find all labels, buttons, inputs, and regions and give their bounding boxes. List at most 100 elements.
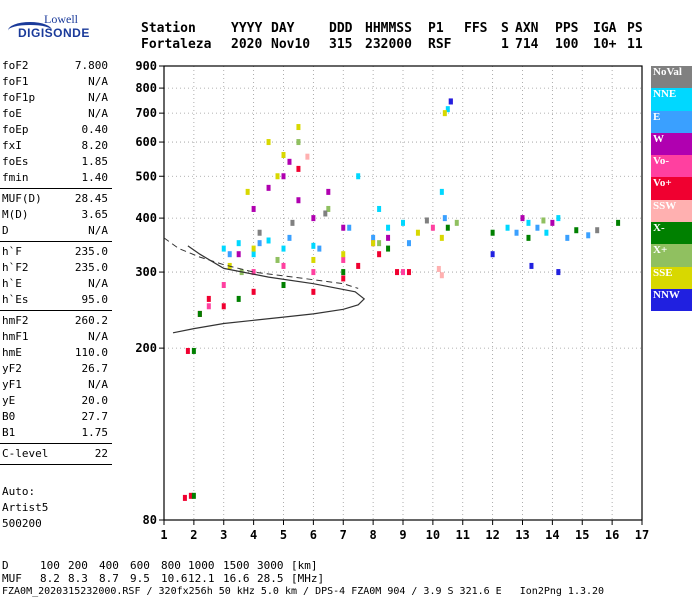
auto-program: Artist5 (2, 501, 49, 514)
data-point-x- (616, 219, 621, 226)
param-name: yF1 (2, 378, 22, 391)
param-row: h`Es 95.0 (0, 292, 112, 308)
header-values-10: 10+ (593, 37, 617, 52)
auto-version: 500200 (2, 517, 42, 530)
data-point-e (535, 224, 540, 231)
param-name: yE (2, 394, 16, 407)
data-point-nne (445, 106, 450, 113)
x-tick-label: 7 (340, 528, 347, 542)
data-point-x- (197, 310, 202, 317)
legend-nnw: NNW (651, 288, 692, 312)
data-point-sse (275, 173, 280, 180)
param-name: foE (2, 107, 22, 120)
data-point-x- (191, 492, 196, 499)
data-point-sse (341, 251, 346, 258)
data-point-vo- (395, 269, 400, 276)
muf-value: 8.3 (68, 572, 88, 585)
x-tick-label: 8 (370, 528, 377, 542)
data-point-x- (454, 219, 459, 226)
param-row: yE 20.0 (0, 393, 112, 409)
param-name: M(D) (2, 208, 29, 221)
param-row: C-level 22 (0, 446, 112, 462)
logo-line1: Lowell (44, 12, 78, 26)
data-point-nne (439, 188, 444, 195)
data-point-vo- (182, 494, 187, 501)
data-point-nnw (448, 98, 453, 105)
param-value: N/A (88, 277, 108, 290)
data-point-w (296, 197, 301, 204)
x-tick-label: 9 (399, 528, 406, 542)
lowell-digisonde-logo: Lowell DIGISONDE (4, 6, 89, 46)
data-point-e (287, 234, 292, 241)
param-value: 1.85 (81, 155, 109, 168)
x-tick-label: 3 (220, 528, 227, 542)
parameters-panel: foF2 7.800 foF1 N/A foF1p N/A foE N/A foEp 0.40 fx… (0, 58, 112, 467)
param-separator (0, 310, 112, 311)
data-point-noval (290, 219, 295, 226)
legend-w: W (651, 132, 692, 156)
data-point-w (266, 184, 271, 191)
data-point-e (442, 215, 447, 222)
param-separator (0, 464, 112, 465)
param-value: 7.800 (74, 59, 108, 72)
param-value: 235.0 (74, 245, 108, 258)
muf-value: 28.5 (257, 572, 284, 585)
data-point-nne (356, 173, 361, 180)
data-point-x- (377, 240, 382, 247)
x-tick-label: 6 (310, 528, 317, 542)
data-point-w (287, 158, 292, 165)
header-labels-7: S (501, 21, 509, 36)
header-values-0: Fortaleza (141, 37, 212, 52)
data-point-nne (281, 245, 286, 252)
header-values-5: RSF (428, 37, 452, 52)
data-point-nnw (529, 262, 534, 269)
header-labels-4: HHMMSS (365, 21, 412, 36)
data-point-e (586, 232, 591, 239)
y-tick-label: 900 (135, 59, 157, 73)
x-tick-label: 16 (605, 528, 619, 542)
param-row: MUF(D) 28.45 (0, 191, 112, 207)
header-labels-5: P1 (428, 21, 444, 36)
param-name: h`Es (2, 293, 29, 306)
logo-swoosh (8, 22, 52, 39)
data-point-nne (505, 224, 510, 231)
param-value: 1.40 (81, 171, 109, 184)
data-point-vo- (311, 288, 316, 295)
data-point-e (371, 234, 376, 241)
x-tick-label: 2 (190, 528, 197, 542)
param-row: foEp 0.40 (0, 122, 112, 138)
data-point-x- (281, 282, 286, 289)
data-point-sse (415, 229, 420, 236)
data-point-nne (401, 219, 405, 226)
param-value: 3.65 (81, 208, 109, 221)
muf-value: 9.5 (130, 572, 150, 585)
legend-x-: X- (651, 222, 692, 245)
data-point-nne (526, 219, 531, 226)
data-point-x- (275, 256, 280, 263)
data-point-nne (377, 205, 382, 212)
data-point-w (520, 215, 525, 222)
data-point-e (347, 224, 352, 231)
param-value: N/A (88, 91, 108, 104)
param-name: hmF2 (2, 314, 29, 327)
data-point-vo- (206, 295, 211, 302)
d-value: 200 (68, 559, 88, 572)
data-point-vo- (188, 492, 193, 499)
data-point-vo- (206, 303, 211, 310)
param-name: B0 (2, 410, 16, 423)
header-labels-3: DDD (329, 21, 353, 36)
param-row: B0 27.7 (0, 409, 112, 425)
data-point-nne (544, 229, 549, 236)
param-name: D (2, 224, 9, 237)
param-row: foF1 N/A (0, 74, 112, 90)
param-row: fxI 8.20 (0, 138, 112, 154)
x-tick-label: 13 (515, 528, 529, 542)
auto-label: Auto: (2, 485, 36, 498)
data-point-nne (221, 245, 226, 252)
param-value: 28.45 (74, 192, 108, 205)
profile-extrapolation-dashed (163, 237, 359, 289)
data-point-vo- (185, 347, 190, 354)
x-tick-label: 15 (575, 528, 589, 542)
data-point-ssw (305, 153, 310, 160)
data-point-x- (445, 224, 450, 231)
